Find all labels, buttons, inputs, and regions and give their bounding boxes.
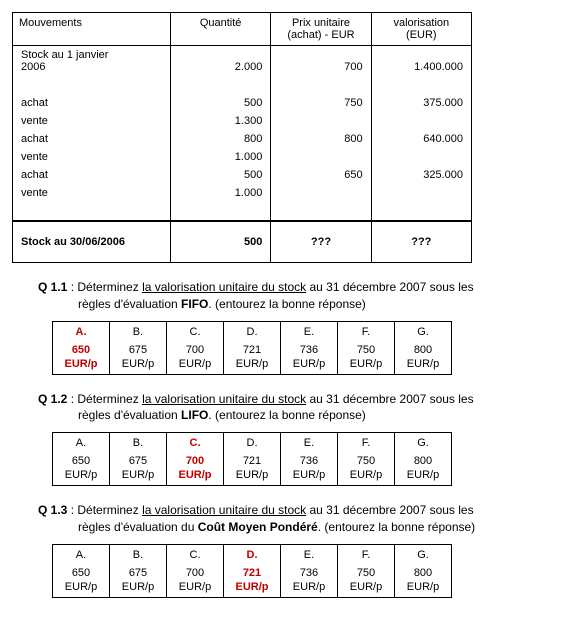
answer-option[interactable]: C.700EUR/p (167, 433, 224, 486)
stock-table: Mouvements Quantité Prix unitaire (achat… (12, 12, 472, 263)
answer-option[interactable]: A.650EUR/p (53, 321, 110, 374)
answer-option[interactable]: A.650EUR/p (53, 544, 110, 597)
answer-option[interactable]: C.700EUR/p (167, 544, 224, 597)
answer-option[interactable]: B.675EUR/p (110, 433, 167, 486)
answer-option[interactable]: C.700EUR/p (167, 321, 224, 374)
answer-option[interactable]: F.750EUR/p (338, 433, 395, 486)
answer-option[interactable]: G.800EUR/p (395, 433, 452, 486)
answer-option[interactable]: G.800EUR/p (395, 544, 452, 597)
stock-row: vente1.000 (13, 184, 472, 202)
stock-row: vente1.300 (13, 112, 472, 130)
stock-row: achat500650325.000 (13, 166, 472, 184)
question-1-3: Q 1.3 : Déterminez la valorisation unita… (38, 502, 538, 536)
answer-option[interactable]: B.675EUR/p (110, 321, 167, 374)
answers-q13: A.650EUR/pB.675EUR/pC.700EUR/pD.721EUR/p… (52, 544, 452, 598)
answer-option[interactable]: D.721EUR/p (224, 321, 281, 374)
header-prix: Prix unitaire (achat) - EUR (271, 13, 371, 46)
stock-row-opening: Stock au 1 janvier 2006 2.000 700 1.400.… (13, 46, 472, 77)
stock-row-total: Stock au 30/06/2006 500 ??? ??? (13, 222, 472, 263)
answer-option[interactable]: A.650EUR/p (53, 433, 110, 486)
header-quantite: Quantité (170, 13, 270, 46)
answer-option[interactable]: E.736EUR/p (281, 433, 338, 486)
stock-row: achat800800640.000 (13, 130, 472, 148)
header-mouvements: Mouvements (13, 13, 171, 46)
answer-option[interactable]: F.750EUR/p (338, 321, 395, 374)
stock-row: vente1.000 (13, 148, 472, 166)
stock-row: achat500750375.000 (13, 94, 472, 112)
header-valorisation: valorisation (EUR) (371, 13, 471, 46)
answers-q11: A.650EUR/pB.675EUR/pC.700EUR/pD.721EUR/p… (52, 321, 452, 375)
answer-option[interactable]: E.736EUR/p (281, 321, 338, 374)
answer-option[interactable]: F.750EUR/p (338, 544, 395, 597)
answer-option[interactable]: G.800EUR/p (395, 321, 452, 374)
answer-option[interactable]: B.675EUR/p (110, 544, 167, 597)
question-1-1: Q 1.1 : Déterminez la valorisation unita… (38, 279, 538, 313)
answer-option[interactable]: D.721EUR/p (224, 433, 281, 486)
answer-option[interactable]: E.736EUR/p (281, 544, 338, 597)
answers-q12: A.650EUR/pB.675EUR/pC.700EUR/pD.721EUR/p… (52, 432, 452, 486)
question-1-2: Q 1.2 : Déterminez la valorisation unita… (38, 391, 538, 425)
answer-option[interactable]: D.721EUR/p (224, 544, 281, 597)
